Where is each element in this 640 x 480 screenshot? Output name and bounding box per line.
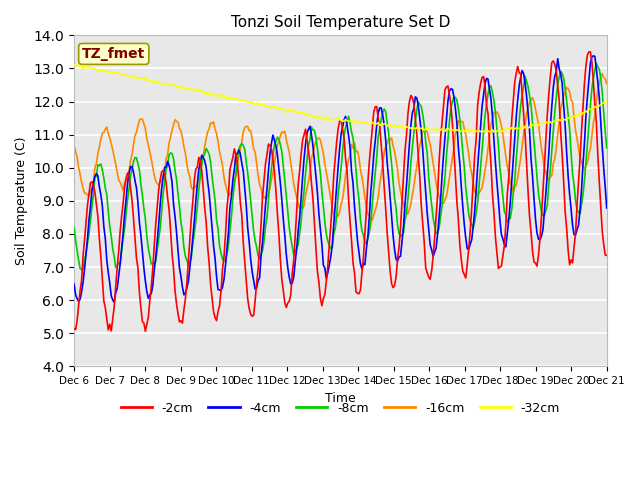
Line: -2cm: -2cm — [74, 52, 607, 331]
-2cm — [257, 222, 265, 228]
-16cm — [332, 218, 339, 224]
-8cm — [248, 214, 256, 219]
Y-axis label: Soil Temperature (C): Soil Temperature (C) — [15, 137, 28, 265]
-32cm — [70, 62, 78, 68]
-2cm — [141, 328, 149, 334]
Line: -32cm: -32cm — [74, 65, 607, 132]
-16cm — [575, 145, 582, 151]
Line: -8cm: -8cm — [74, 63, 607, 270]
-8cm — [70, 225, 78, 230]
-32cm — [576, 109, 584, 115]
-32cm — [73, 62, 81, 68]
-8cm — [257, 252, 265, 257]
-16cm — [256, 181, 264, 187]
-32cm — [257, 102, 265, 108]
-8cm — [137, 181, 145, 187]
-8cm — [603, 145, 611, 151]
Legend: -2cm, -4cm, -8cm, -16cm, -32cm: -2cm, -4cm, -8cm, -16cm, -32cm — [116, 396, 565, 420]
-32cm — [305, 113, 312, 119]
-2cm — [136, 290, 143, 296]
-4cm — [575, 222, 582, 228]
-4cm — [248, 269, 256, 275]
-4cm — [305, 126, 312, 132]
-4cm — [230, 167, 238, 172]
-4cm — [70, 281, 78, 287]
-32cm — [230, 96, 238, 102]
-4cm — [110, 300, 118, 305]
-4cm — [589, 53, 597, 59]
Title: Tonzi Soil Temperature Set D: Tonzi Soil Temperature Set D — [231, 15, 450, 30]
-16cm — [136, 117, 143, 123]
-16cm — [229, 184, 237, 190]
-8cm — [230, 181, 238, 187]
-32cm — [487, 129, 495, 135]
-2cm — [603, 252, 611, 258]
-2cm — [248, 313, 256, 319]
-16cm — [303, 186, 311, 192]
-16cm — [603, 81, 611, 86]
-16cm — [247, 128, 255, 133]
-8cm — [593, 60, 600, 66]
Line: -16cm: -16cm — [74, 74, 607, 221]
-32cm — [137, 76, 145, 82]
-2cm — [575, 179, 582, 185]
-16cm — [598, 71, 606, 77]
-16cm — [70, 143, 78, 149]
-4cm — [257, 253, 265, 259]
-8cm — [575, 209, 582, 215]
-32cm — [248, 98, 256, 104]
-2cm — [585, 49, 593, 55]
-4cm — [603, 205, 611, 211]
-2cm — [230, 146, 238, 152]
-2cm — [305, 148, 312, 154]
-8cm — [77, 267, 85, 273]
-32cm — [603, 98, 611, 104]
Text: TZ_fmet: TZ_fmet — [82, 47, 145, 61]
-4cm — [137, 232, 145, 238]
-2cm — [70, 325, 78, 331]
Line: -4cm: -4cm — [74, 56, 607, 302]
-8cm — [305, 142, 312, 148]
X-axis label: Time: Time — [325, 392, 356, 405]
